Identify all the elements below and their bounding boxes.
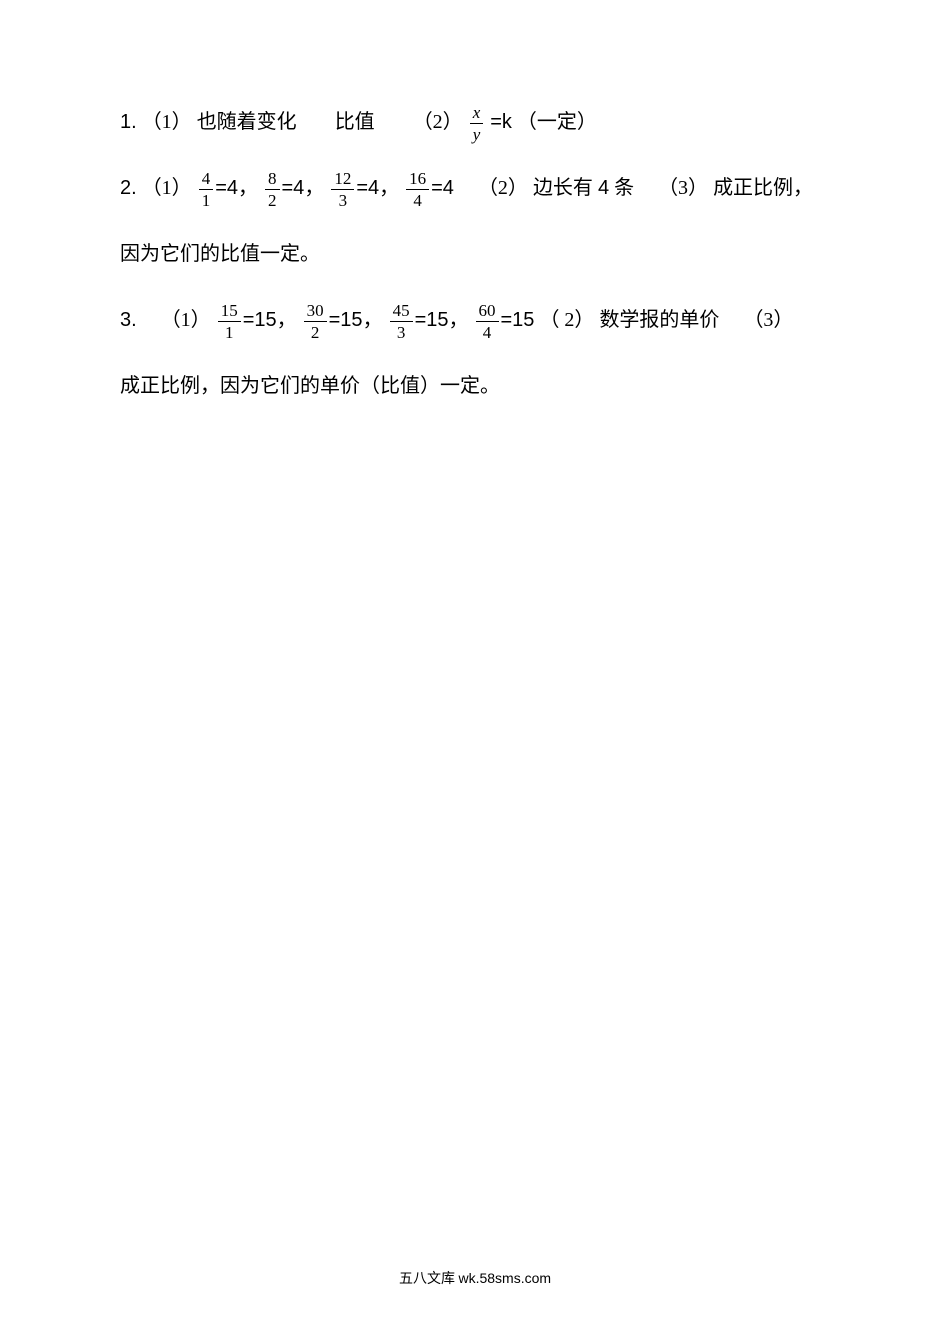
item-1-paren: （一定） [517,111,597,133]
item-2-p2-label: （2） [478,177,528,199]
item-2-tail: 因为它们的比值一定。 [120,243,320,265]
item-2-prefix: 2. [120,177,137,199]
footer-text-cn: 五八文库 [399,1272,459,1287]
item-3-line-1: 3. （1） 15 1 =15， 30 2 =15， 45 3 =15， 60 … [120,294,830,346]
fraction-12-3: 12 3 [331,170,354,209]
fraction-numerator: x [470,104,484,124]
fraction-x-over-y: x y [470,104,484,143]
item-1-prefix: 1. [120,111,137,133]
page-footer: 五八文库 wk.58sms.com [0,1268,950,1288]
item-2-p2-text-a: 边长有 [533,177,593,199]
item-2-p3-text: 成正比例， [713,177,813,199]
fraction-16-4: 16 4 [406,170,429,209]
item-3-prefix: 3. [120,309,137,331]
item-1-eq: =k [490,111,512,133]
item-1-p1-text-a: 也随着变化 [197,111,297,133]
item-2-p2-text-c: 条 [614,177,634,199]
item-2-p3-label: （3） [658,177,708,199]
fraction-30-2: 30 2 [304,302,327,341]
item-1-p1-label: （1） [142,111,192,133]
item-2-p2-text-b: 4 [598,177,609,199]
item-1-line: 1. （1） 也随着变化 比值 （2） x y =k （一定） [120,96,830,148]
item-3-p2-text: 数学报的单价 [599,309,719,331]
item-2-p1-label: （1） [142,177,192,199]
item-3-p2-label: （ 2） [539,309,594,331]
item-3-p3-label: （3） [743,309,793,331]
document-content: 1. （1） 也随着变化 比值 （2） x y =k （一定） 2. （1） 4… [120,96,830,412]
item-3-line-2: 成正比例，因为它们的单价（比值）一定。 [120,360,830,412]
fraction-60-4: 60 4 [476,302,499,341]
item-3-p1-label: （1） [161,309,211,331]
footer-text-en: wk.58sms.com [458,1270,551,1286]
item-1-p2-label: （2） [413,111,463,133]
item-3-tail: 成正比例，因为它们的单价（比值）一定。 [120,375,500,397]
item-2-line-1: 2. （1） 4 1 =4， 8 2 =4， 12 3 =4， 16 4 =4 … [120,162,830,214]
item-2-line-2: 因为它们的比值一定。 [120,228,830,280]
fraction-15-1: 15 1 [218,302,241,341]
item-1-p1-text-b: 比值 [335,111,375,133]
fraction-denominator: y [470,124,484,143]
fraction-45-3: 45 3 [390,302,413,341]
fraction-8-2: 8 2 [265,170,280,209]
fraction-4-1: 4 1 [199,170,214,209]
